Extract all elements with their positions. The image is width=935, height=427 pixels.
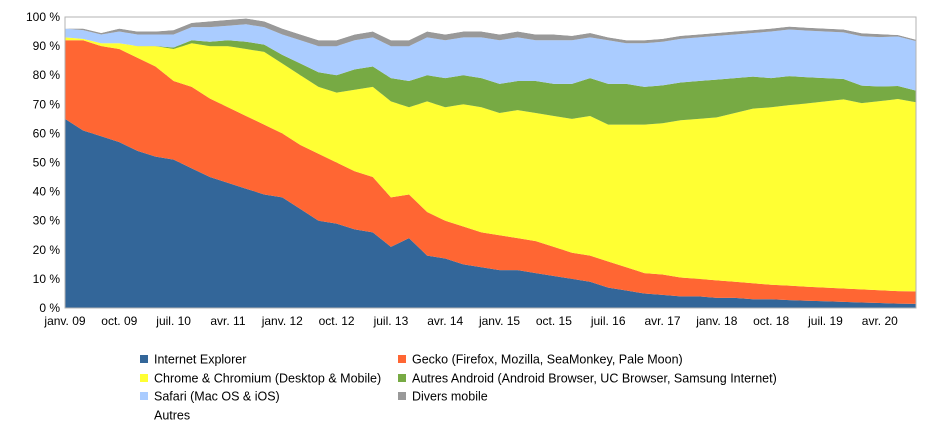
y-tick-label: 20 % [33,243,61,257]
legend-item-safari: Safari (Mac OS & iOS) [140,387,280,405]
legend-label: Safari (Mac OS & iOS) [154,389,280,404]
area-autres [65,17,916,41]
area-internet-explorer [65,118,916,308]
x-tick-label: avr. 11 [210,314,245,328]
y-axis-tick-labels: 0 % 10 % 20 % 30 % 40 % 50 % 60 % 70 % 80 % 90 % 1… [26,10,60,315]
legend-item-autres: Autres [140,406,190,424]
legend-swatch [398,373,406,382]
stacked-area-chart: 0 % 10 % 20 % 30 % 40 % 50 % 60 % 70 % 80 % 90 % 1… [26,10,917,328]
x-tick-label: juil. 13 [373,314,409,328]
legend-item-gecko: Gecko (Firefox, Mozilla, SeaMonkey, Pale… [398,350,683,368]
x-tick-label: janv. 09 [43,314,85,328]
series-areas [65,17,916,308]
y-tick-label: 90 % [33,39,61,53]
x-tick-label: janv. 12 [261,314,303,328]
legend-swatch [398,391,406,400]
x-tick-label: janv. 15 [478,314,520,328]
y-tick-label: 60 % [33,126,61,140]
y-tick-label: 50 % [33,156,61,170]
legend-item-divers-mobile: Divers mobile [398,387,488,405]
legend-label: Divers mobile [412,389,488,404]
x-tick-label: avr. 20 [862,314,898,328]
area-divers-mobile [65,18,916,47]
area-autres-android-android-browser-uc-browser-samsung-internet [65,37,916,125]
legend-swatch [140,391,148,400]
legend-item-chrome: Chrome & Chromium (Desktop & Mobile) [140,369,381,387]
area-chrome-chromium-desktop-mobile [65,37,916,292]
area-gecko-firefox-mozilla-seamonkey-pale-moon [65,40,916,304]
y-tick-label: 0 % [39,301,60,315]
legend-swatch [140,373,148,382]
x-tick-label: avr. 17 [644,314,680,328]
y-tick-label: 40 % [33,185,61,199]
x-tick-label: oct. 12 [319,314,355,328]
x-tick-label: janv. 18 [695,314,737,328]
legend-label: Gecko (Firefox, Mozilla, SeaMonkey, Pale… [412,352,683,367]
x-tick-label: juil. 16 [590,314,626,328]
y-tick-label: 100 % [26,10,60,24]
plot-frame [64,16,917,309]
y-tick-label: 30 % [33,214,61,228]
x-tick-label: oct. 18 [753,314,789,328]
x-tick-label: oct. 15 [536,314,572,328]
x-tick-label: oct. 09 [101,314,137,328]
y-tick-label: 10 % [33,272,61,286]
x-axis-tick-labels: janv. 09 oct. 09 juil. 10 avr. 11 janv. 12 oc… [43,314,898,328]
legend-swatch [140,410,148,419]
y-tick-label: 80 % [33,68,61,82]
area-safari-mac-os-ios [65,24,916,91]
legend-item-autres-android: Autres Android (Android Browser, UC Brow… [398,369,777,387]
x-tick-label: avr. 14 [427,314,463,328]
x-tick-label: juil. 10 [155,314,191,328]
x-tick-label: juil. 19 [807,314,843,328]
legend-label: Chrome & Chromium (Desktop & Mobile) [154,371,382,386]
legend-label: Internet Explorer [154,352,247,367]
legend-label: Autres [154,408,191,423]
y-tick-label: 70 % [33,97,61,111]
legend-item-internet-explorer: Internet Explorer [140,350,246,368]
legend-swatch [398,354,406,363]
legend-label: Autres Android (Android Browser, UC Brow… [412,371,777,386]
legend-swatch [140,354,148,363]
